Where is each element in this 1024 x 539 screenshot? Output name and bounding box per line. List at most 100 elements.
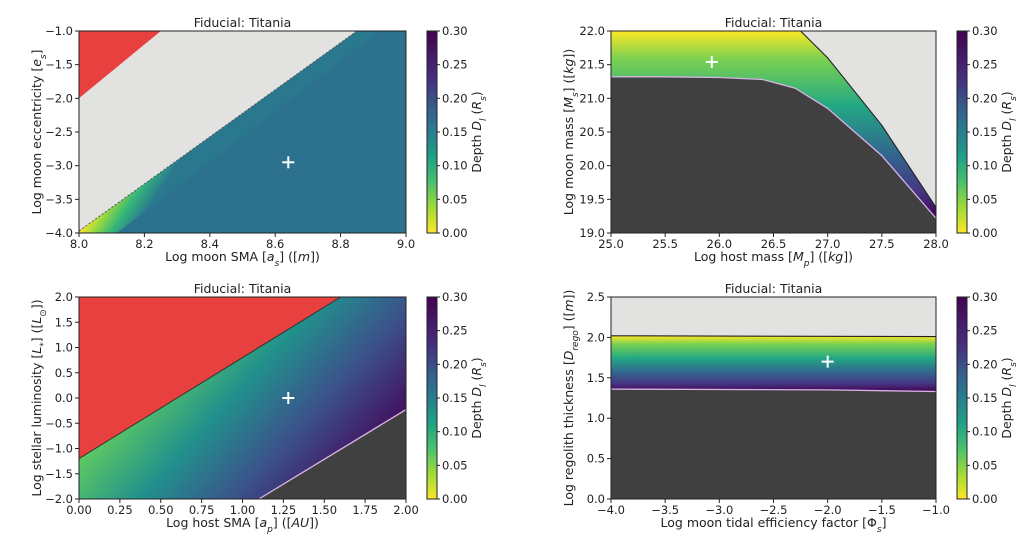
chart-title: Fiducial: Titania	[725, 281, 823, 296]
colorbar-tick-label: 0.00	[442, 492, 468, 506]
lower-contour	[611, 388, 936, 393]
colorbar-tick-label: 0.30	[972, 24, 998, 38]
x-tick-label: −3.0	[705, 503, 733, 517]
plot-area	[79, 31, 406, 233]
y-axis-label: Log moon mass [Ms] ([kg])	[561, 49, 581, 215]
y-tick-label: −2.5	[45, 125, 73, 139]
x-axis-label: Log moon SMA [as] ([m])	[165, 249, 320, 269]
y-tick-label: −4.0	[45, 226, 73, 240]
colorbar-tick-label: 0.30	[972, 290, 998, 304]
x-tick-label: −4.0	[597, 503, 625, 517]
colorbar-tick-label: 0.10	[972, 425, 998, 439]
chart-panel-3: Fiducial: Titania 0.00 0.25 0.50 0.75 1.00 1.2…	[29, 281, 489, 535]
x-tick-label: 0.00	[66, 503, 92, 517]
colorbar	[426, 296, 438, 500]
x-axis-label: Log host mass [Mp] ([kg])	[694, 249, 853, 269]
x-tick-label: 0.75	[189, 503, 215, 517]
colorbar-tick-label: 0.15	[442, 391, 468, 405]
x-tick-label: 0.50	[148, 503, 174, 517]
x-tick-label: 25.5	[652, 237, 678, 251]
dark-boundary	[258, 409, 406, 499]
y-tick-label: 1.0	[55, 341, 73, 355]
colorbar-tick-label: 0.10	[442, 159, 468, 173]
colorbar-tick-label: 0.00	[972, 492, 998, 506]
chart-panel-1: Fiducial: Titania 8.0 8.2 8.4 8.6 8.8 9.0 −1.0 −…	[29, 15, 489, 269]
chart-title: Fiducial: Titania	[194, 15, 292, 30]
plot-area	[611, 31, 936, 233]
fiducial-marker	[282, 392, 295, 404]
y-tick-label: 1.5	[587, 371, 605, 385]
colorbar-tick-label: 0.00	[442, 226, 468, 240]
x-tick-label: 26.0	[707, 237, 733, 251]
y-axis-label: Log regolith thickness [Drego] ([m])	[561, 290, 581, 507]
y-tick-label: −1.5	[45, 467, 73, 481]
upper-contour	[611, 31, 936, 208]
chart-title: Fiducial: Titania	[194, 281, 292, 296]
fiducial-marker	[821, 355, 834, 368]
y-tick-label: −3.5	[45, 192, 73, 206]
colorbar-tick-label: 0.10	[442, 425, 468, 439]
x-tick-label: 28.0	[923, 237, 949, 251]
x-tick-label: 26.5	[761, 237, 787, 251]
y-tick-label: 0.5	[55, 366, 73, 380]
colorbar-tick-label: 0.05	[442, 192, 468, 206]
y-axis-label: Log stellar luminosity [L*] ([L⊙])	[29, 299, 49, 496]
y-tick-label: 22.0	[579, 24, 605, 38]
colorbar-tick-label: 0.15	[972, 391, 998, 405]
y-tick-label: 20.0	[579, 159, 605, 173]
colorbar-tick-label: 0.20	[972, 357, 998, 371]
y-tick-label: −2.0	[45, 91, 73, 105]
colorbar-tick-label: 0.10	[972, 159, 998, 173]
x-tick-label: 0.25	[107, 503, 133, 517]
y-tick-label: 0.0	[587, 492, 605, 506]
y-tick-label: 0.5	[587, 452, 605, 466]
colorbar-tick-label: 0.30	[442, 290, 468, 304]
depth-band	[611, 31, 936, 219]
colorbar-tick-label: 0.05	[442, 458, 468, 472]
y-tick-label: −0.5	[45, 416, 73, 430]
colorbar-tick-label: 0.25	[442, 58, 468, 72]
y-tick-label: 1.5	[55, 315, 73, 329]
chart-panel-2: Fiducial: Titania 25.0 25.5 26.0 26.5 27.0 27.…	[561, 15, 1019, 269]
colorbar-tick-label: 0.20	[972, 91, 998, 105]
x-tick-label: 1.00	[230, 503, 256, 517]
colorbar-label: Depth Dl (Rs)	[999, 91, 1019, 172]
y-tick-label: 19.0	[579, 226, 605, 240]
colorbar-tick-label: 0.25	[972, 58, 998, 72]
x-tick-label: 8.4	[201, 237, 219, 251]
colorbar	[426, 30, 438, 234]
x-tick-label: −1.5	[868, 503, 896, 517]
red-boundary	[79, 297, 341, 460]
depth-band	[611, 335, 936, 392]
colorbar-tick-label: 0.30	[442, 24, 468, 38]
y-tick-label: 0.0	[55, 391, 73, 405]
y-tick-label: 2.0	[55, 290, 73, 304]
colorbar-tick-label: 0.20	[442, 91, 468, 105]
tidal-limit-region	[611, 76, 936, 233]
colorbar-tick-label: 0.15	[972, 125, 998, 139]
colorbar-tick-label: 0.00	[972, 226, 998, 240]
y-tick-label: 21.0	[579, 91, 605, 105]
y-tick-label: −3.0	[45, 159, 73, 173]
colorbar-label: Depth Dl (Rs)	[469, 91, 489, 172]
x-tick-label: −1.0	[922, 503, 950, 517]
x-tick-label: 27.5	[869, 237, 895, 251]
x-axis-label: Log host SMA [ap] ([AU])	[166, 515, 319, 535]
x-tick-label: 8.8	[331, 237, 349, 251]
tidal-limit-region	[611, 389, 936, 499]
y-tick-label: 2.0	[587, 330, 605, 344]
y-tick-label: 21.5	[579, 58, 605, 72]
colorbar	[956, 296, 968, 500]
plot-area	[611, 297, 936, 499]
y-tick-label: −1.5	[45, 58, 73, 72]
colorbar-tick-label: 0.15	[442, 125, 468, 139]
fiducial-marker	[705, 55, 718, 68]
y-axis-label: Log moon eccentricity [es]	[29, 49, 49, 214]
boundary-line	[79, 31, 358, 232]
x-tick-label: 8.2	[135, 237, 153, 251]
y-tick-label: 1.0	[587, 411, 605, 425]
colorbar-tick-label: 0.05	[972, 192, 998, 206]
depth-gradient-edge	[79, 31, 380, 233]
x-tick-label: −2.0	[814, 503, 842, 517]
